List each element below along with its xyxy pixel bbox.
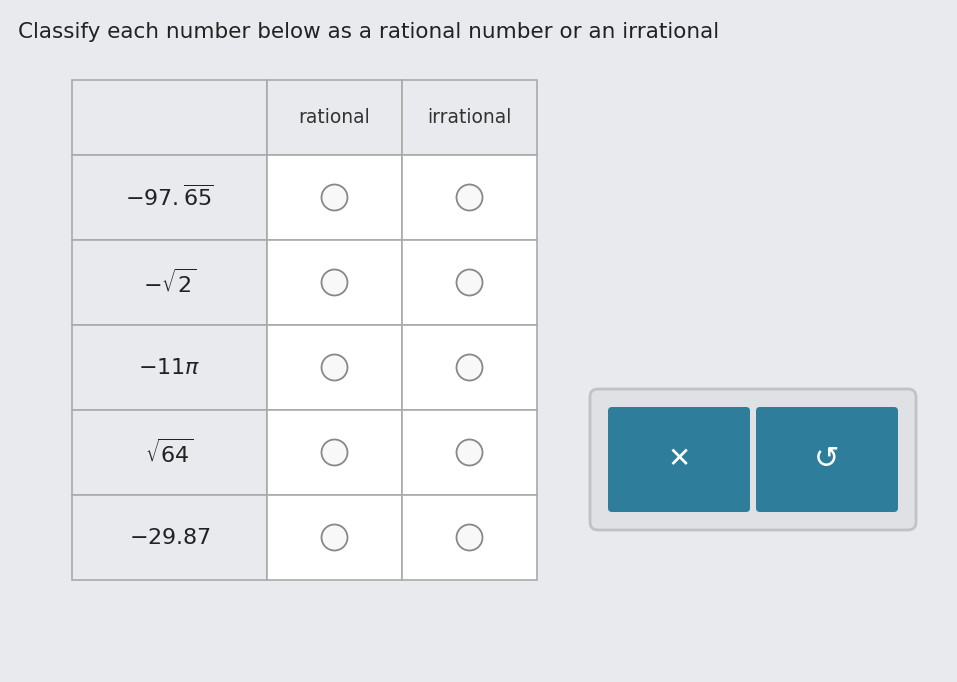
Bar [72,410,267,495]
Circle shape [322,185,347,211]
Circle shape [456,185,482,211]
Bar [267,240,402,325]
Text: Classify each number below as a rational number or an irrational: Classify each number below as a rational… [18,22,719,42]
Bar [72,495,267,580]
Text: $\sqrt{64}$: $\sqrt{64}$ [145,439,194,466]
Bar [402,410,537,495]
FancyBboxPatch shape [608,407,750,512]
Circle shape [322,439,347,466]
Circle shape [456,355,482,381]
Circle shape [322,355,347,381]
Bar [402,240,537,325]
Text: $-\sqrt{2}$: $-\sqrt{2}$ [143,268,196,297]
Bar [72,240,267,325]
FancyBboxPatch shape [590,389,916,530]
Bar [72,155,267,240]
Bar [267,410,402,495]
Circle shape [456,439,482,466]
Bar [267,80,402,155]
Bar [402,495,537,580]
Text: rational: rational [299,108,370,127]
Text: irrational: irrational [428,108,512,127]
Circle shape [456,524,482,550]
Bar [267,325,402,410]
Bar [402,155,537,240]
Bar [402,80,537,155]
FancyBboxPatch shape [756,407,898,512]
Circle shape [456,269,482,295]
Text: $-97.\overline{65}$: $-97.\overline{65}$ [125,185,213,210]
Bar [72,325,267,410]
Text: $-11\pi$: $-11\pi$ [138,357,201,378]
Bar [72,80,267,155]
Text: ✕: ✕ [667,445,691,473]
Bar [267,155,402,240]
Bar [402,325,537,410]
Text: ↺: ↺ [814,445,839,474]
Circle shape [322,269,347,295]
Circle shape [322,524,347,550]
Bar [267,495,402,580]
Text: $-29.87$: $-29.87$ [129,527,211,548]
